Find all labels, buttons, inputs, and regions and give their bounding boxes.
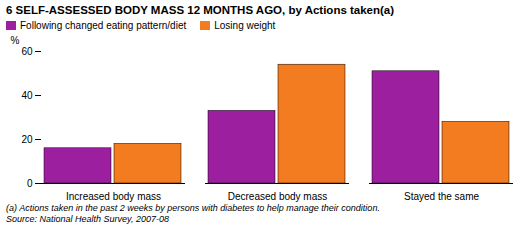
html-text:6 SELF-ASSESSED BODY MASS 12 M: 6 SELF-ASSESSED BODY MASS 12 MONTHS AGO,… [6, 4, 395, 16]
html-text:Losing weight: Losing weight [214, 20, 276, 31]
html-text:(a) Actions taken in the past: (a) Actions taken in the past 2 weeks by… [6, 203, 380, 213]
html-text:Source: National Health Survey: Source: National Health Survey, 2007-08 [6, 214, 169, 224]
svg-text:Increased body mass: Increased body mass [66, 191, 161, 202]
svg-text:60: 60 [21, 46, 33, 57]
svg-text:Decreased body mass: Decreased body mass [228, 191, 328, 202]
html-text:Following changed eating patte: Following changed eating pattern/diet [20, 20, 187, 31]
svg-text:20: 20 [21, 134, 33, 145]
svg-text:Stayed the same: Stayed the same [404, 191, 479, 202]
svg-text:%: % [11, 35, 20, 46]
svg-text:0: 0 [27, 178, 33, 189]
svg-text:40: 40 [21, 90, 33, 101]
